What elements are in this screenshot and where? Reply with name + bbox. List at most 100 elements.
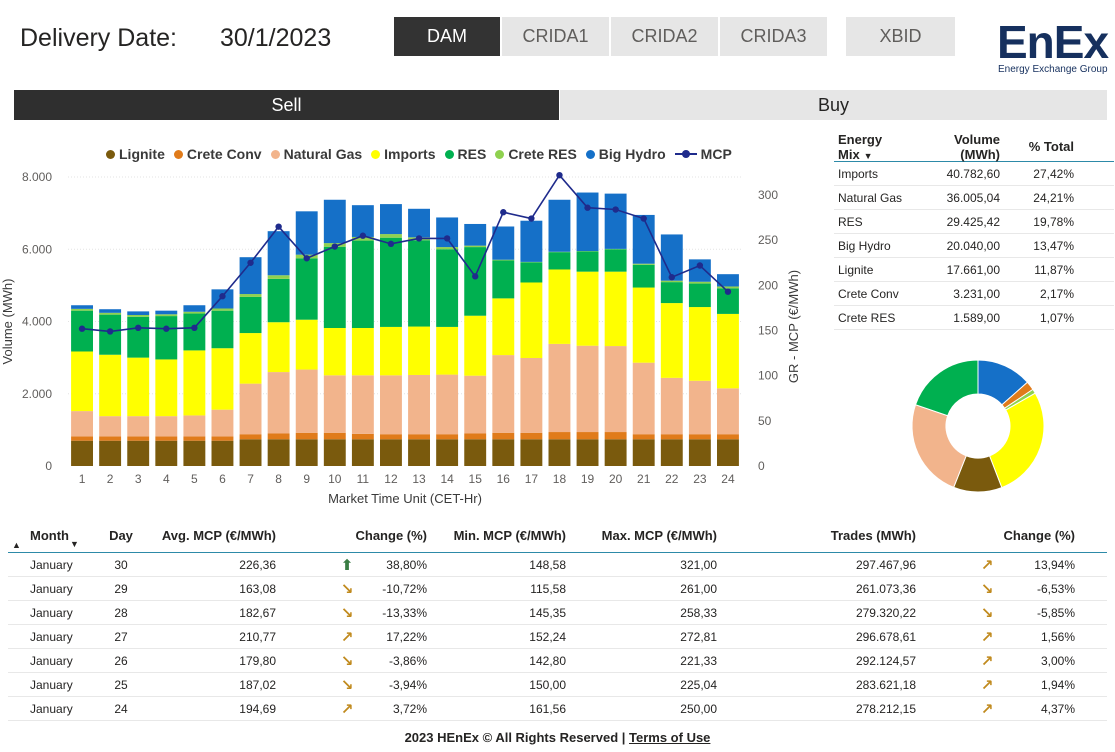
donut-slice-natural-gas[interactable] xyxy=(911,404,967,489)
legend-item-mcp[interactable]: MCP xyxy=(674,146,732,162)
change-cell: -3,86% xyxy=(388,653,427,668)
legend-item-crete-conv[interactable]: Crete Conv xyxy=(173,146,262,162)
legend-dot-icon xyxy=(444,149,454,159)
legend-item-natural-gas[interactable]: Natural Gas xyxy=(270,146,362,162)
sort-desc-icon[interactable]: ▼ xyxy=(863,150,873,161)
bar-lignite xyxy=(183,440,206,466)
bar-crete-res xyxy=(660,280,683,283)
volume-col-header[interactable]: Volume (MWh) xyxy=(954,131,1000,162)
change-col-header[interactable]: Change (%) xyxy=(355,528,428,543)
change-cell: -3,94% xyxy=(388,677,427,692)
bar-imports xyxy=(520,282,543,358)
mcp-point xyxy=(584,204,591,211)
legend-item-res[interactable]: RES xyxy=(444,146,486,162)
tab-crida2[interactable]: CRIDA2 xyxy=(611,17,718,56)
energy-mix-row[interactable]: Lignite 17.661,00 11,87% xyxy=(834,258,1114,282)
sort-desc-icon[interactable]: ▼ xyxy=(70,539,79,549)
sell-tab[interactable]: Sell xyxy=(14,90,559,120)
trades-change-cell: -6,53% xyxy=(1036,581,1075,596)
table-row[interactable]: January 26 179,80 ↘ -3,86% 142,80 221,33 292.12… xyxy=(8,649,1107,673)
change-cell: 3,72% xyxy=(392,701,427,716)
change-cell: 38,80% xyxy=(386,557,427,572)
legend-item-crete-res[interactable]: Crete RES xyxy=(495,146,577,162)
table-row[interactable]: January 25 187,02 ↘ -3,94% 150,00 225,04 283.62… xyxy=(8,673,1107,697)
x-tick-label: 20 xyxy=(609,472,623,486)
max-mcp-cell: 250,00 xyxy=(680,701,717,716)
avg-mcp-cell: 182,67 xyxy=(239,605,276,620)
energy-mix-row[interactable]: Imports 40.782,60 27,42% xyxy=(834,162,1114,186)
avg-mcp-col-header[interactable]: Avg. MCP (€/MWh) xyxy=(161,528,276,543)
day-cell: 29 xyxy=(114,581,128,596)
table-row[interactable]: January 29 163,08 ↘ -10,72% 115,58 261,00 261.0… xyxy=(8,577,1107,601)
energy-mix-row[interactable]: Big Hydro 20.040,00 13,47% xyxy=(834,234,1114,258)
bar-crete-res xyxy=(99,312,122,315)
energy-mix-col-header[interactable]: Energy Mix ▼ xyxy=(838,131,883,162)
max-mcp-col-header[interactable]: Max. MCP (€/MWh) xyxy=(601,528,717,543)
legend-label: Big Hydro xyxy=(598,146,666,162)
trades-change-cell: 4,37% xyxy=(1040,701,1075,716)
bar-crete-conv xyxy=(520,432,543,440)
day-col-header[interactable]: Day ▼ xyxy=(70,528,133,549)
day-cell: 30 xyxy=(114,557,128,572)
daily-trades-table: ▲ Month Day ▼ Avg. MCP (€/MWh) Change (%)… xyxy=(8,519,1107,721)
tab-crida1[interactable]: CRIDA1 xyxy=(502,17,609,56)
bar-big-hydro xyxy=(576,192,599,252)
energy-mix-row[interactable]: RES 29.425,42 19,78% xyxy=(834,210,1114,234)
bar-crete-res xyxy=(717,286,739,289)
tab-crida3[interactable]: CRIDA3 xyxy=(720,17,827,56)
bar-lignite xyxy=(520,439,543,466)
bar-lignite xyxy=(380,439,402,466)
donut-slice-res[interactable] xyxy=(914,359,979,417)
y-tick-label: 2.000 xyxy=(22,387,52,401)
y-tick-label: 4.000 xyxy=(22,315,52,329)
month-col-header[interactable]: Month xyxy=(30,528,69,543)
x-tick-label: 21 xyxy=(637,472,651,486)
bar-imports xyxy=(71,351,93,412)
terms-of-use-link[interactable]: Terms of Use xyxy=(629,730,711,745)
mcp-point xyxy=(640,215,647,222)
table-row[interactable]: January 28 182,67 ↘ -13,33% 145,35 258,33 279.3… xyxy=(8,601,1107,625)
trades-col-header[interactable]: Trades (MWh) xyxy=(830,528,916,543)
mix-name: Crete RES xyxy=(838,310,896,325)
energy-mix-row[interactable]: Crete RES 1.589,00 1,07% xyxy=(834,306,1114,330)
logo-subtitle: Energy Exchange Group xyxy=(998,64,1108,75)
day-cell: 26 xyxy=(114,653,128,668)
x-axis-title: Market Time Unit (CET-Hr) xyxy=(328,491,482,506)
x-tick-label: 7 xyxy=(247,472,254,486)
min-mcp-col-header[interactable]: Min. MCP (€/MWh) xyxy=(453,528,566,543)
change-arrow-icon: ⬆ xyxy=(276,556,356,574)
trades-change-col-header[interactable]: Change (%) xyxy=(1003,528,1076,543)
y2-tick-label: 100 xyxy=(758,369,778,383)
bar-lignite xyxy=(323,439,346,466)
bar-big-hydro xyxy=(239,257,262,295)
legend-item-big-hydro[interactable]: Big Hydro xyxy=(585,146,666,162)
x-tick-label: 10 xyxy=(328,472,342,486)
bar-big-hydro xyxy=(323,199,346,244)
table-row[interactable]: January 27 210,77 ↗ 17,22% 152,24 272,81 296.67… xyxy=(8,625,1107,649)
trades-change-arrow-icon: ↘ xyxy=(916,604,996,622)
bar-crete-conv xyxy=(323,432,346,440)
energy-mix-row[interactable]: Crete Conv 3.231,00 2,17% xyxy=(834,282,1114,306)
tab-dam[interactable]: DAM xyxy=(394,17,500,56)
bar-lignite xyxy=(576,439,599,466)
buy-tab[interactable]: Buy xyxy=(560,90,1107,120)
day-cell: 24 xyxy=(114,701,128,716)
tab-xbid[interactable]: XBID xyxy=(846,17,955,56)
table-row[interactable]: January 30 226,36 ⬆ 38,80% 148,58 321,00 297.46… xyxy=(8,553,1107,577)
donut-slice-imports[interactable] xyxy=(988,392,1045,489)
sort-asc-icon[interactable]: ▲ xyxy=(12,540,21,550)
trades-change-arrow-icon: ↗ xyxy=(916,652,996,670)
bar-natural-gas xyxy=(436,374,459,435)
mcp-point xyxy=(275,223,282,230)
bar-natural-gas xyxy=(548,343,571,433)
mcp-point xyxy=(163,325,170,332)
energy-mix-row[interactable]: Natural Gas 36.005,04 24,21% xyxy=(834,186,1114,210)
table-row[interactable]: January 24 194,69 ↗ 3,72% 161,56 250,00 278.212… xyxy=(8,697,1107,721)
legend-item-imports[interactable]: Imports xyxy=(371,146,436,162)
bar-crete-conv xyxy=(127,436,150,441)
legend-item-lignite[interactable]: Lignite xyxy=(106,146,165,162)
bar-imports xyxy=(351,328,374,376)
pct-total-col-header[interactable]: % Total xyxy=(1028,139,1074,154)
bar-imports xyxy=(295,319,318,370)
bar-res xyxy=(436,249,459,327)
